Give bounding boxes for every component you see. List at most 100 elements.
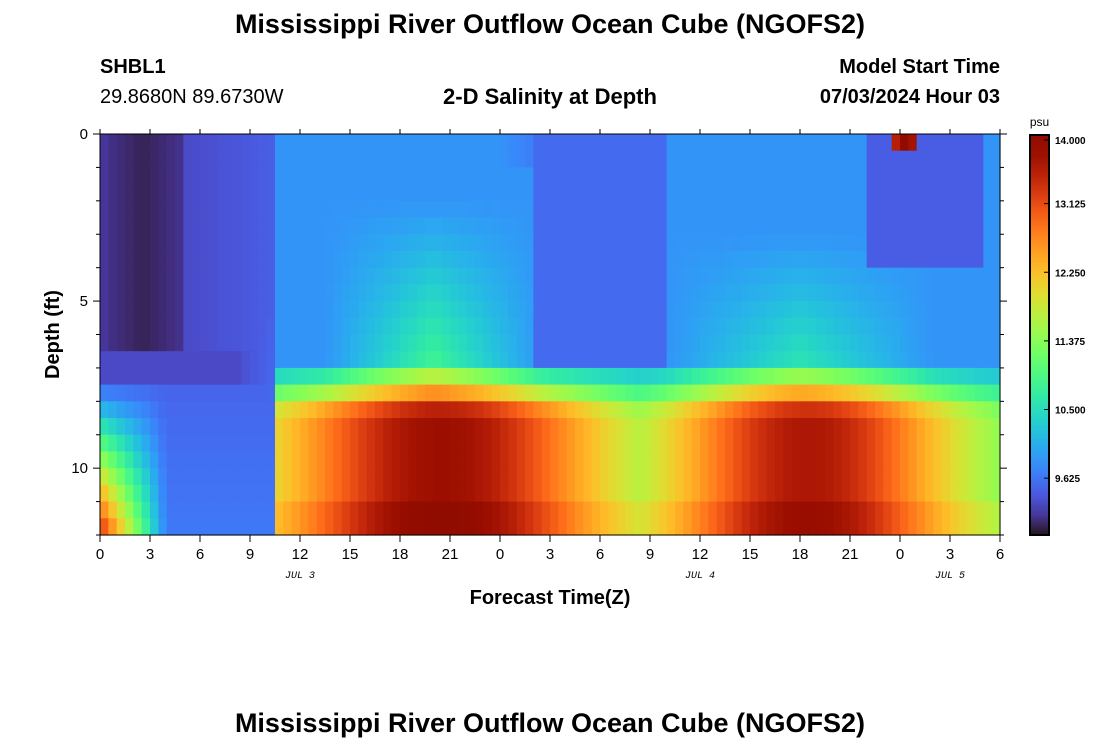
heatmap-cell — [666, 184, 676, 202]
heatmap-cell — [625, 334, 634, 352]
heatmap-cell — [275, 484, 284, 503]
heatmap-cell — [666, 418, 676, 436]
heatmap-cell — [733, 150, 743, 169]
heatmap-cell — [850, 384, 859, 402]
heatmap-cell — [391, 150, 401, 169]
heatmap-cell — [308, 200, 318, 219]
heatmap-cell — [125, 234, 134, 252]
heatmap-cell — [666, 284, 676, 302]
heatmap-cell — [400, 518, 409, 536]
heatmap-cell — [791, 267, 801, 285]
heatmap-cell — [841, 334, 851, 352]
heatmap-cell — [308, 234, 318, 252]
heatmap-cell — [958, 334, 968, 352]
heatmap-cell — [291, 317, 301, 336]
heatmap-cell — [700, 451, 709, 469]
heatmap-cell — [600, 150, 609, 169]
heatmap-cell — [158, 167, 168, 185]
heatmap-cell — [125, 267, 134, 285]
heatmap-cell — [866, 167, 876, 185]
heatmap-cell — [666, 234, 676, 252]
heatmap-cell — [941, 250, 951, 269]
heatmap-cell — [400, 250, 409, 269]
heatmap-cell — [608, 200, 618, 219]
heatmap-cell — [808, 501, 818, 519]
heatmap-cell — [266, 200, 276, 219]
heatmap-cell — [100, 134, 109, 152]
heatmap-cell — [833, 518, 843, 536]
heatmap-cell — [391, 167, 401, 185]
heatmap-cell — [833, 451, 843, 469]
heatmap-cell — [141, 134, 151, 152]
heatmap-cell — [550, 150, 559, 169]
heatmap-cell — [333, 267, 343, 285]
heatmap-cell — [250, 468, 259, 486]
heatmap-cell — [658, 184, 668, 202]
heatmap-cell — [133, 484, 143, 503]
heatmap-cell — [933, 367, 943, 386]
heatmap-cell — [825, 384, 834, 402]
heatmap-cell — [141, 301, 151, 319]
heatmap-cell — [883, 234, 893, 252]
heatmap-cell — [575, 501, 584, 519]
heatmap-cell — [141, 518, 151, 536]
heatmap-cell — [891, 200, 901, 219]
heatmap-cell — [800, 484, 809, 503]
heatmap-cell — [158, 501, 168, 519]
heatmap-cell — [325, 468, 334, 486]
heatmap-cell — [808, 217, 818, 235]
heatmap-cell — [816, 484, 826, 503]
heatmap-cell — [108, 484, 118, 503]
heatmap-cell — [750, 134, 759, 152]
heatmap-cell — [633, 317, 643, 336]
heatmap-cell — [933, 317, 943, 336]
heatmap-cell — [266, 484, 276, 503]
heatmap-cell — [508, 267, 518, 285]
heatmap-cell — [566, 250, 576, 269]
heatmap-cell — [566, 217, 576, 235]
heatmap-cell — [583, 317, 593, 336]
heatmap-cell — [558, 284, 568, 302]
heatmap-cell — [983, 484, 993, 503]
heatmap-cell — [633, 451, 643, 469]
heatmap-cell — [316, 301, 326, 319]
heatmap-cell — [241, 518, 251, 536]
heatmap-cell — [300, 167, 309, 185]
heatmap-cell — [891, 317, 901, 336]
heatmap-cell — [416, 234, 426, 252]
heatmap-cell — [191, 501, 201, 519]
heatmap-cell — [533, 468, 543, 486]
heatmap-cell — [150, 150, 159, 169]
heatmap-cell — [150, 284, 159, 302]
heatmap-cell — [841, 384, 851, 402]
heatmap-cell — [233, 267, 243, 285]
heatmap-cell — [783, 418, 793, 436]
heatmap-cell — [541, 134, 551, 152]
heatmap-cell — [416, 267, 426, 285]
heatmap-cell — [500, 451, 509, 469]
heatmap-cell — [983, 200, 993, 219]
heatmap-cell — [200, 250, 209, 269]
heatmap-cell — [616, 284, 626, 302]
heatmap-cell — [650, 217, 659, 235]
heatmap-cell — [433, 134, 443, 152]
heatmap-cell — [141, 200, 151, 219]
heatmap-cell — [575, 134, 584, 152]
heatmap-cell — [766, 451, 776, 469]
x-tick-label: 6 — [196, 546, 204, 563]
heatmap-cell — [591, 317, 601, 336]
heatmap-cell — [741, 501, 751, 519]
heatmap-cell — [375, 434, 384, 453]
heatmap-cell — [633, 484, 643, 503]
heatmap-cell — [500, 317, 509, 336]
heatmap-cell — [258, 367, 268, 386]
heatmap-cell — [791, 351, 801, 369]
heatmap-cell — [325, 418, 334, 436]
heatmap-cell — [291, 267, 301, 285]
heatmap-cell — [783, 301, 793, 319]
heatmap-cell — [916, 518, 926, 536]
heatmap-cell — [183, 301, 193, 319]
heatmap-cell — [958, 250, 968, 269]
heatmap-cell — [150, 501, 159, 519]
heatmap-cell — [241, 468, 251, 486]
